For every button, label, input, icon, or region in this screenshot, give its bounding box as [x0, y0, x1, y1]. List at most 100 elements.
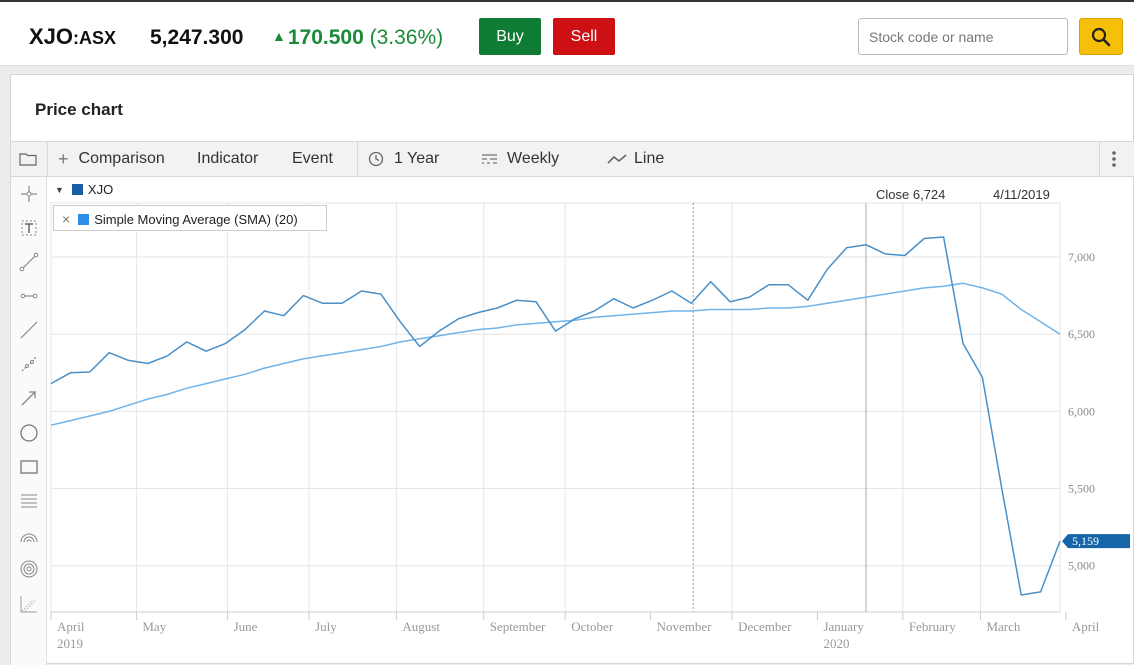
- arrow-tool[interactable]: [18, 387, 40, 409]
- x-tick-label: April: [1072, 619, 1100, 634]
- remove-indicator-icon[interactable]: ×: [62, 211, 71, 227]
- y-tick-label: 5,500: [1068, 482, 1095, 496]
- x-tick-label: April: [57, 619, 85, 634]
- close-value: Close 6,724: [876, 187, 946, 202]
- toolbar-divider: [357, 142, 358, 176]
- chart-style-select[interactable]: Line: [607, 142, 664, 176]
- text-tool[interactable]: [18, 217, 40, 239]
- event-button[interactable]: Event: [292, 150, 333, 167]
- crosshair-tool[interactable]: [18, 183, 40, 205]
- more-options-button[interactable]: [1111, 142, 1117, 176]
- search-icon: [1091, 27, 1111, 46]
- arrow-tool-icon: [21, 391, 36, 406]
- folder-icon: [19, 153, 37, 166]
- segment-tool-icon: [21, 356, 37, 372]
- crosshair-icon: [21, 186, 37, 202]
- line-tool[interactable]: [18, 251, 40, 273]
- folder-button[interactable]: [19, 142, 37, 176]
- price-chart-panel: Price chart + Comparison Indicator Event …: [10, 74, 1134, 665]
- x-tick-label: July: [315, 619, 337, 634]
- series-color-swatch: [71, 184, 83, 195]
- x-tick-label: September: [490, 619, 546, 634]
- toolbar-divider: [1099, 142, 1100, 176]
- x-tick-label: January: [823, 619, 864, 634]
- grid-tool-icon: [20, 596, 37, 613]
- collapse-arrow-icon[interactable]: ▼: [55, 184, 64, 195]
- main-series-legend[interactable]: ▼ XJO: [55, 182, 113, 197]
- segment-tool[interactable]: [18, 353, 40, 375]
- x-tick-label: March: [986, 619, 1020, 634]
- chart-toolbar: + Comparison Indicator Event 1 Year Weekl…: [11, 141, 1134, 177]
- arc-tool-icon: [20, 533, 38, 543]
- y-tick-label: 5,000: [1068, 559, 1095, 573]
- rectangle-tool-icon: [20, 460, 38, 474]
- comparison-button[interactable]: + Comparison: [58, 142, 165, 176]
- last-price: 5,247.300: [150, 26, 244, 49]
- fibonacci-icon: [21, 494, 37, 508]
- spiral-tool[interactable]: [18, 558, 40, 580]
- search-button[interactable]: [1079, 18, 1123, 55]
- close-date: 4/11/2019: [993, 187, 1050, 202]
- fibonacci-tool[interactable]: [18, 490, 40, 512]
- interval-icon: [482, 154, 497, 164]
- y-tick-label: 6,500: [1068, 327, 1095, 341]
- x-tick-sublabel: 2020: [823, 636, 849, 651]
- sell-button[interactable]: Sell: [553, 18, 615, 55]
- last-value-badge: [1062, 534, 1130, 549]
- indicator-button[interactable]: Indicator: [197, 150, 259, 167]
- y-tick-label: 7,000: [1068, 250, 1095, 264]
- x-tick-label: June: [234, 619, 258, 634]
- rectangle-tool[interactable]: [18, 456, 40, 478]
- stock-search-input[interactable]: [858, 18, 1068, 55]
- sma-line: [50, 282, 1061, 426]
- text-tool-icon: [21, 220, 37, 236]
- trend-line-icon: [20, 321, 38, 339]
- grid-tool[interactable]: [18, 593, 40, 615]
- change-percent: (3.36%): [369, 26, 444, 49]
- header-bar: XJO:ASX 5,247.300 ▲170.500 (3.36%) Buy S…: [0, 0, 1134, 66]
- x-tick-label: November: [657, 619, 713, 634]
- plus-icon: +: [58, 148, 69, 169]
- more-icon: [1112, 151, 1116, 167]
- panel-title: Price chart: [35, 100, 123, 119]
- circle-tool[interactable]: [18, 422, 40, 444]
- drawing-tools-sidebar: [11, 177, 47, 665]
- x-tick-label: February: [909, 619, 956, 634]
- style-label: Line: [634, 150, 665, 167]
- sma-color-swatch: [78, 213, 90, 225]
- spiral-tool-icon: [20, 560, 38, 578]
- sma-legend-row: × Simple Moving Average (SMA) (20): [62, 211, 298, 227]
- x-tick-label: December: [738, 619, 792, 634]
- horizontal-line-tool[interactable]: [18, 285, 40, 307]
- plot-area: [50, 202, 1061, 613]
- price-change: ▲170.500 (3.36%): [272, 26, 443, 50]
- period-select[interactable]: 1 Year: [368, 142, 439, 176]
- x-tick-label: October: [571, 619, 614, 634]
- buy-button[interactable]: Buy: [479, 18, 541, 55]
- price-chart: 5,000 5,500 6,000 6,500 7,000 April 2019 May Jun…: [50, 202, 1130, 651]
- x-tick-sublabel: 2019: [57, 636, 83, 651]
- sma-legend: × Simple Moving Average (SMA) (20): [53, 205, 327, 231]
- up-arrow-icon: ▲: [272, 28, 286, 44]
- arc-tool[interactable]: [18, 524, 40, 546]
- ticker-symbol: XJO:ASX: [29, 24, 116, 50]
- x-tick-label: August: [402, 619, 440, 634]
- circle-tool-icon: [20, 424, 38, 442]
- x-tick-label: May: [142, 619, 166, 634]
- interval-select[interactable]: Weekly: [481, 142, 559, 176]
- line-tool-icon: [19, 252, 39, 272]
- trend-line-tool[interactable]: [18, 319, 40, 341]
- toolbar-divider: [47, 142, 48, 176]
- line-style-icon: [607, 154, 627, 164]
- sma-label: Simple Moving Average (SMA) (20): [94, 211, 298, 227]
- price-line: [50, 236, 1061, 596]
- period-label: 1 Year: [394, 150, 440, 167]
- ray-tool-icon: [20, 293, 38, 299]
- interval-label: Weekly: [507, 150, 560, 167]
- clock-icon: [368, 151, 384, 167]
- series-name: XJO: [87, 182, 114, 197]
- symbol-text: XJO: [29, 24, 74, 49]
- exchange-text: :ASX: [73, 28, 117, 48]
- last-value-text: 5,159: [1072, 534, 1099, 548]
- change-absolute: 170.500: [287, 26, 364, 49]
